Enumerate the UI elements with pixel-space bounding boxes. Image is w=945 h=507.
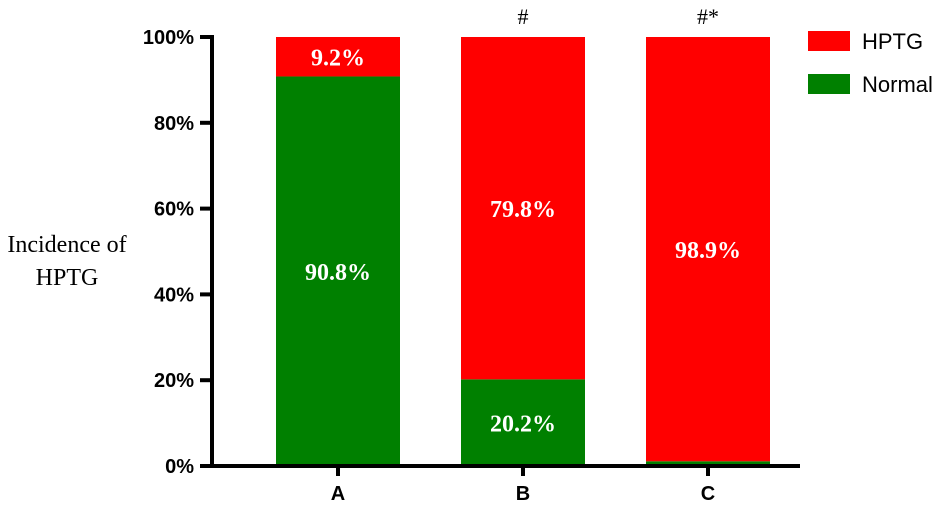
data-label-hptg-c: 98.9% xyxy=(675,238,741,264)
bar-segment-normal-c xyxy=(646,461,770,466)
x-tick-label-b: B xyxy=(516,483,530,505)
legend-swatch-normal xyxy=(808,74,850,94)
y-tick-label: 0% xyxy=(165,456,194,478)
bar-segment-normal-b xyxy=(461,379,585,466)
bar-segment-hptg-b xyxy=(461,37,585,380)
bars-layer: 90.8%9.2%20.2%79.8%#1.1%98.9%#* xyxy=(276,4,770,466)
data-label-normal-a: 90.8% xyxy=(305,260,371,286)
y-axis-label-line-2: HPTG xyxy=(36,265,99,291)
x-axis: A B C xyxy=(210,464,800,505)
bar-segment-hptg-a xyxy=(276,37,400,77)
data-label-normal-b: 20.2% xyxy=(490,412,556,438)
legend-swatch-hptg xyxy=(808,31,850,51)
x-tick-label-c: C xyxy=(701,483,715,505)
legend-label-hptg: HPTG xyxy=(862,29,923,54)
significance-mark-b: # xyxy=(518,4,529,29)
legend-label-normal: Normal xyxy=(862,72,933,97)
data-label-hptg-a: 9.2% xyxy=(311,46,365,72)
y-tick-label: 20% xyxy=(154,370,194,392)
x-tick-label-a: A xyxy=(331,483,345,505)
significance-mark-c: #* xyxy=(697,4,719,29)
bar-segment-hptg-c xyxy=(646,37,770,462)
y-tick-label: 40% xyxy=(154,284,194,306)
y-tick-label: 60% xyxy=(154,199,194,221)
y-axis-label: Incidence of HPTG xyxy=(7,232,126,291)
y-tick-label: 100% xyxy=(143,27,194,49)
data-label-hptg-b: 79.8% xyxy=(490,197,556,223)
bar-segment-normal-a xyxy=(276,76,400,466)
legend: HPTG Normal xyxy=(808,29,933,97)
y-axis: 0% 20% 40% 60% 80% 100% xyxy=(143,27,214,478)
y-tick-label: 80% xyxy=(154,113,194,135)
y-axis-label-line-1: Incidence of xyxy=(7,232,126,258)
